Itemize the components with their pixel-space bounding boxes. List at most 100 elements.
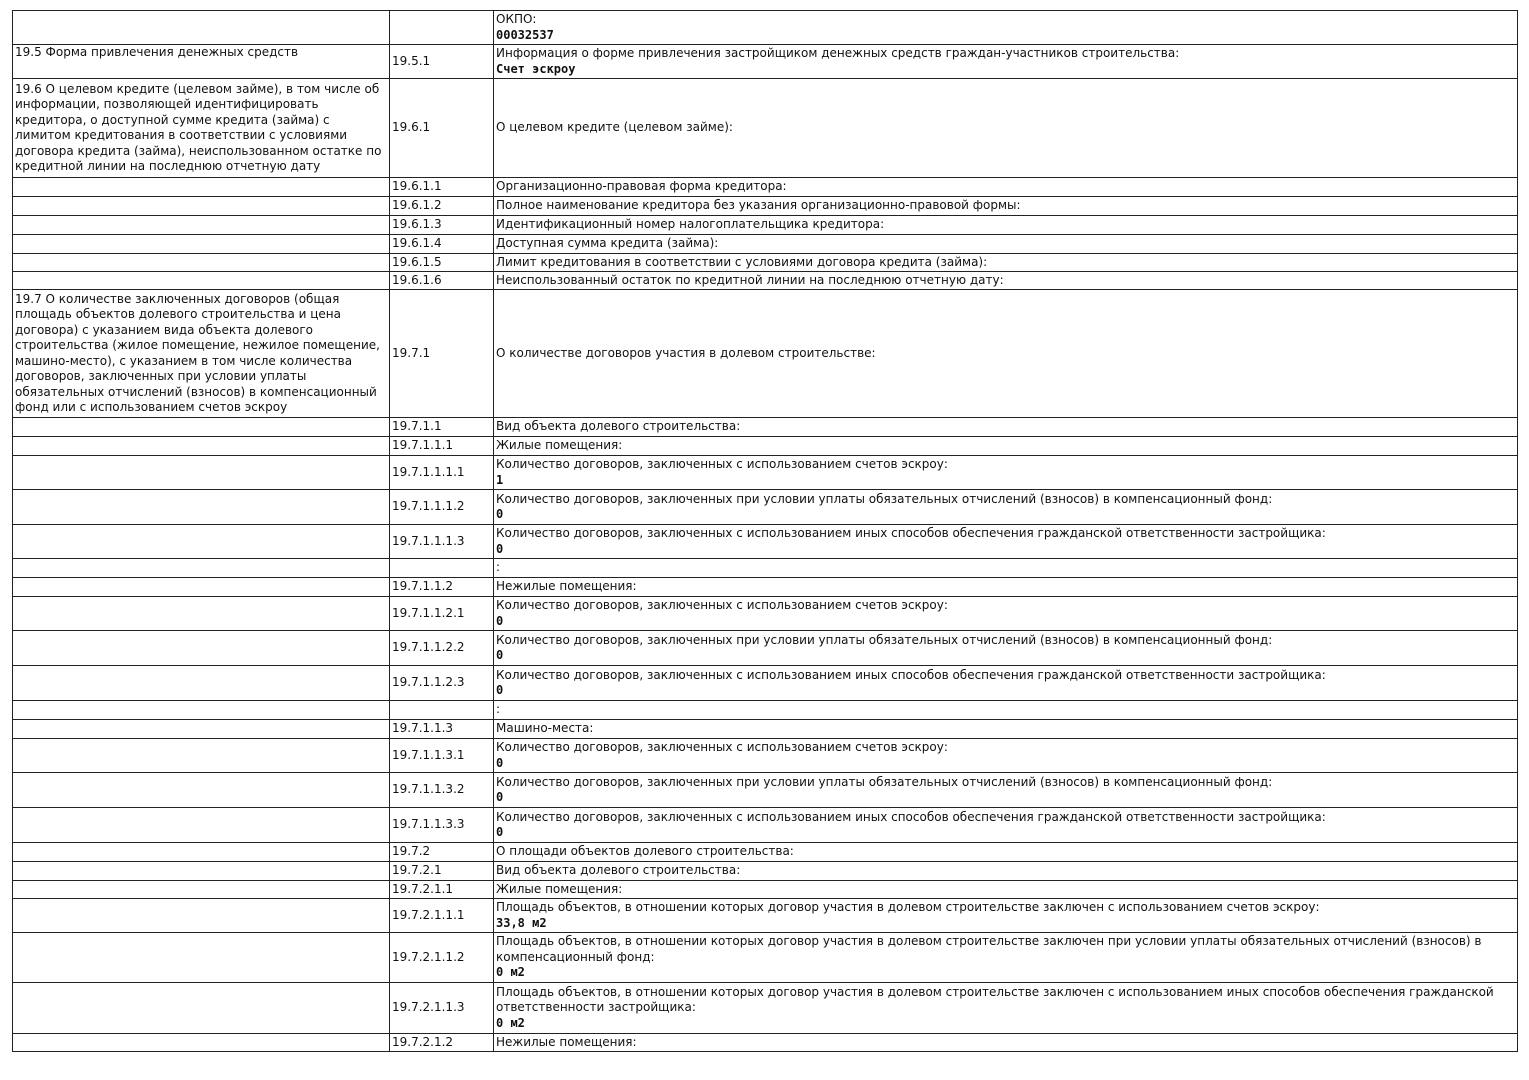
description-cell-text: Вид объекта долевого строительства:: [496, 863, 741, 878]
code-cell-text: 19.7.1: [392, 345, 431, 360]
section-cell: [12, 1033, 390, 1052]
code-cell: 19.7.2.1.1.2: [389, 932, 494, 983]
description-cell: Количество договоров, заключенных с испо…: [493, 807, 1518, 843]
code-cell: 19.6.1.3: [389, 215, 494, 235]
section-cell: [12, 842, 390, 862]
table-row: 19.7.1.1.2.3 Количество договоров, заключ…: [12, 665, 1518, 701]
table-row: 19.7.2 О площади объектов долевого строит…: [12, 842, 1518, 862]
section-cell: 19.7 О количестве заключенных договоров …: [12, 289, 390, 418]
description-cell: Информация о форме привлечения застройщи…: [493, 44, 1518, 79]
code-cell: 19.7.1.1.3.2: [389, 772, 494, 808]
description-cell-text: Машино-места:: [496, 721, 594, 736]
table-row: 19.7.1.1.3.3 Количество договоров, заключ…: [12, 807, 1518, 843]
code-cell: 19.6.1.4: [389, 234, 494, 254]
section-cell: [12, 524, 390, 559]
description-cell-text: Идентификационный номер налогоплательщик…: [496, 217, 885, 232]
code-cell-text: 19.6.1: [392, 120, 431, 135]
description-cell: Количество договоров, заключенных при ус…: [493, 489, 1518, 525]
value-text: 0: [496, 790, 504, 804]
description-cell: ОКПО: 00032537: [493, 10, 1518, 45]
table-row: 19.7.1.1.2.2 Количество договоров, заключ…: [12, 630, 1518, 666]
description-cell: Количество договоров, заключенных при ус…: [493, 772, 1518, 808]
code-cell: 19.6.1: [389, 78, 494, 178]
value-text: 33,8 м2: [496, 915, 547, 930]
description-cell: Площадь объектов, в отношении которых до…: [493, 982, 1518, 1034]
value-text: 1: [496, 472, 504, 487]
description-cell: Полное наименование кредитора без указан…: [493, 196, 1518, 216]
description-cell: Количество договоров, заключенных с испо…: [493, 665, 1518, 701]
description-cell: Количество договоров, заключенных при ус…: [493, 630, 1518, 666]
code-cell: 19.7.2.1.1.3: [389, 982, 494, 1034]
section-cell: 19.5 Форма привлечения денежных средств: [12, 44, 390, 79]
code-cell: 19.7.1.1: [389, 417, 494, 437]
code-cell: 19.6.1.1: [389, 177, 494, 197]
code-cell-text: 19.6.1.4: [392, 236, 442, 251]
code-cell: 19.7.1.1.2.2: [389, 630, 494, 666]
section-cell: [12, 738, 390, 773]
table-row: 19.7 О количестве заключенных договоров …: [12, 289, 1518, 418]
description-cell: О целевом кредите (целевом займе):: [493, 78, 1518, 178]
section-cell: [12, 577, 390, 597]
section-cell: [12, 177, 390, 197]
table-row: 19.7.1.1.2.1 Количество договоров, заключ…: [12, 596, 1518, 631]
code-cell: 19.7.1.1.1.3: [389, 524, 494, 559]
code-cell-text: 19.7.1.1.1.2: [392, 499, 465, 514]
description-cell-text: :: [496, 702, 501, 717]
code-cell-text: 19.7.1.1.1.1: [392, 464, 465, 479]
code-cell-text: 19.7.1.1.3.3: [392, 817, 465, 832]
code-cell: 19.7.1.1.1.2: [389, 489, 494, 525]
table-row: :: [12, 558, 1518, 578]
description-cell: Нежилые помещения:: [493, 1033, 1518, 1052]
value-text: 00032537: [496, 27, 554, 42]
description-cell: Нежилые помещения:: [493, 577, 1518, 597]
table-row: 19.7.1.1.2 Нежилые помещения:: [12, 577, 1518, 597]
description-cell: Количество договоров, заключенных с испо…: [493, 596, 1518, 631]
section-cell: [12, 719, 390, 739]
code-cell-text: 19.7.1.1.3: [392, 721, 454, 736]
section-cell-text: 19.7 О количестве заключенных договоров …: [15, 291, 380, 415]
description-cell: Площадь объектов, в отношении которых до…: [493, 932, 1518, 983]
table-row: 19.7.1.1.1 Жилые помещения:: [12, 436, 1518, 456]
table-row: 19.7.2.1.1.3 Площадь объектов, в отношени…: [12, 982, 1518, 1034]
table-row: 19.7.1.1.3 Машино-места:: [12, 719, 1518, 739]
description-cell: Неиспользованный остаток по кредитной ли…: [493, 271, 1518, 290]
description-cell-text: Количество договоров, заключенных с испо…: [496, 457, 948, 471]
description-cell-text: Доступная сумма кредита (займа):: [496, 236, 719, 251]
code-cell: [389, 558, 494, 578]
code-cell-text: 19.5.1: [392, 53, 431, 68]
section-cell: [12, 665, 390, 701]
value-text: 0 м2: [496, 1015, 525, 1030]
table-row: 19.6.1.4 Доступная сумма кредита (займа):: [12, 234, 1518, 254]
table-row: 19.7.2.1.1 Жилые помещения:: [12, 880, 1518, 899]
description-cell-text: :: [496, 560, 501, 575]
code-cell: 19.7.2.1.2: [389, 1033, 494, 1052]
description-cell-text: Жилые помещения:: [496, 438, 623, 453]
description-cell: :: [493, 700, 1518, 720]
code-cell-text: 19.6.1.1: [392, 179, 442, 194]
code-cell: 19.6.1.5: [389, 253, 494, 272]
description-cell-text: Полное наименование кредитора без указан…: [496, 198, 1021, 213]
code-cell: 19.7.1: [389, 289, 494, 418]
code-cell: [389, 700, 494, 720]
section-cell: [12, 489, 390, 525]
description-cell-text: Вид объекта долевого строительства:: [496, 419, 741, 434]
description-cell-text: О целевом кредите (целевом займе):: [496, 120, 733, 135]
description-cell-text: Количество договоров, заключенных с испо…: [496, 809, 1326, 824]
description-cell-text: Площадь объектов, в отношении которых до…: [496, 900, 1320, 914]
code-cell-text: 19.7.2.1.2: [392, 1034, 454, 1049]
code-cell-text: 19.6.1.3: [392, 217, 442, 232]
description-cell: Площадь объектов, в отношении которых до…: [493, 898, 1518, 933]
section-cell: [12, 932, 390, 983]
description-cell-text: Количество договоров, заключенных с испо…: [496, 526, 1326, 540]
section-cell: [12, 772, 390, 808]
code-cell: 19.7.1.1.2.3: [389, 665, 494, 701]
code-cell-text: 19.7.1.1.2.3: [392, 675, 465, 690]
description-cell: Количество договоров, заключенных с испо…: [493, 738, 1518, 773]
code-cell: 19.6.1.2: [389, 196, 494, 216]
section-cell: [12, 630, 390, 666]
table-row: 19.7.1.1 Вид объекта долевого строительст…: [12, 417, 1518, 437]
table-row: 19.7.1.1.3.1 Количество договоров, заключ…: [12, 738, 1518, 773]
section-cell: [12, 271, 390, 290]
table-row: 19.6.1.3 Идентификационный номер налогопл…: [12, 215, 1518, 235]
value-text: 0: [496, 825, 504, 839]
